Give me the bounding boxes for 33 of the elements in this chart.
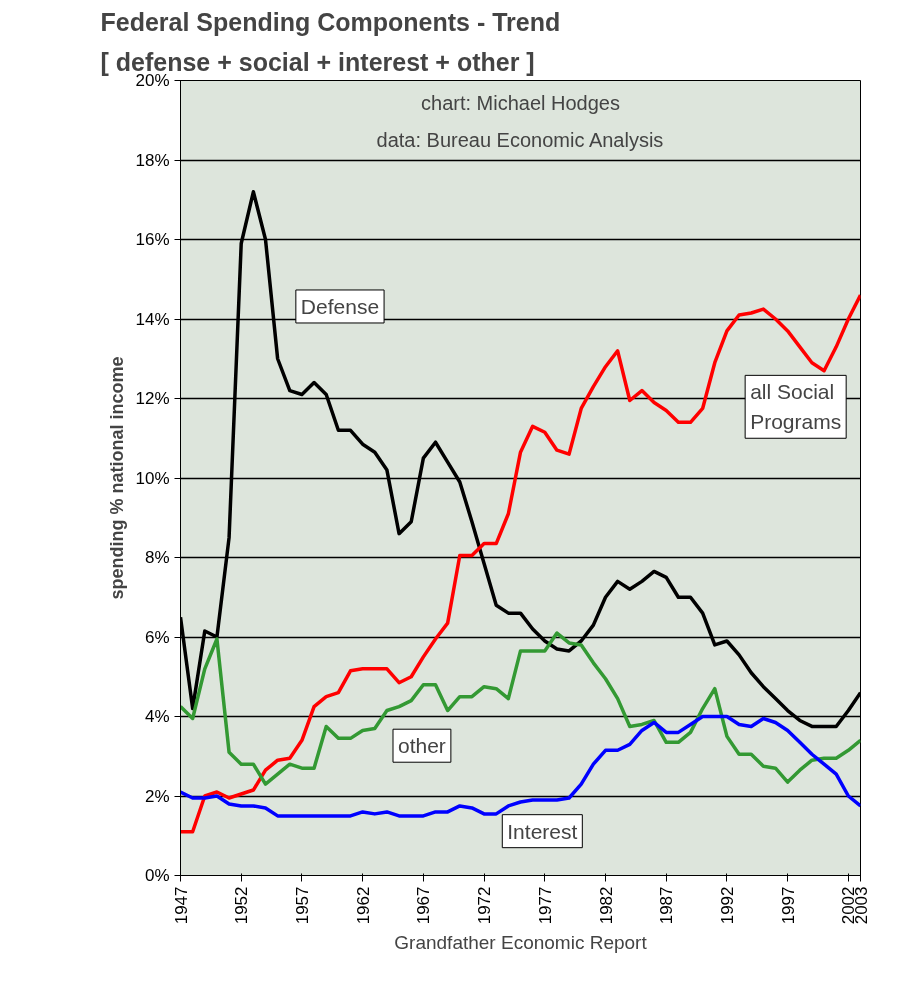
line-series	[180, 631, 861, 786]
x-tick-label: 1977	[535, 886, 555, 925]
x-tick-label: 1967	[414, 886, 434, 925]
y-tick-label: 0%	[144, 866, 170, 885]
series-label: Interest	[507, 819, 578, 843]
y-tick-label: 8%	[144, 548, 170, 567]
annotation: chart: Michael Hodges	[421, 91, 620, 114]
y-tick-label: 20%	[135, 71, 170, 90]
y-tick-label: 18%	[135, 150, 170, 170]
y-tick-label: 12%	[135, 389, 170, 408]
y-axis-title: spending % national income	[107, 356, 128, 600]
series-label: all Social Programs	[750, 380, 842, 434]
chart-title: Federal Spending Components - Trend	[100, 7, 561, 36]
y-tick-label: 4%	[144, 707, 170, 726]
y-tick-label: 6%	[144, 627, 170, 647]
annotation: data: Bureau Economic Analysis	[376, 128, 664, 151]
series-label: Defense	[300, 294, 380, 318]
x-tick-label: 1982	[596, 886, 616, 925]
x-tick-label: 1987	[657, 886, 677, 925]
x-tick-label: 1992	[717, 886, 737, 925]
x-axis-title: Grandfather Economic Report	[394, 932, 648, 954]
x-tick-label: 1962	[353, 886, 373, 925]
x-tick-label: 1952	[232, 886, 252, 925]
y-tick-label: 2%	[144, 786, 170, 806]
line-series	[180, 714, 861, 818]
y-tick-label: 10%	[135, 468, 170, 488]
x-tick-label: 1997	[778, 886, 798, 925]
x-tick-label: 1957	[292, 886, 312, 925]
y-tick-label: 16%	[135, 230, 170, 249]
x-tick-label: 1947	[171, 886, 191, 925]
y-tick-label: 14%	[135, 309, 170, 329]
series-label: other	[398, 734, 446, 758]
x-tick-label: 1972	[475, 886, 495, 925]
